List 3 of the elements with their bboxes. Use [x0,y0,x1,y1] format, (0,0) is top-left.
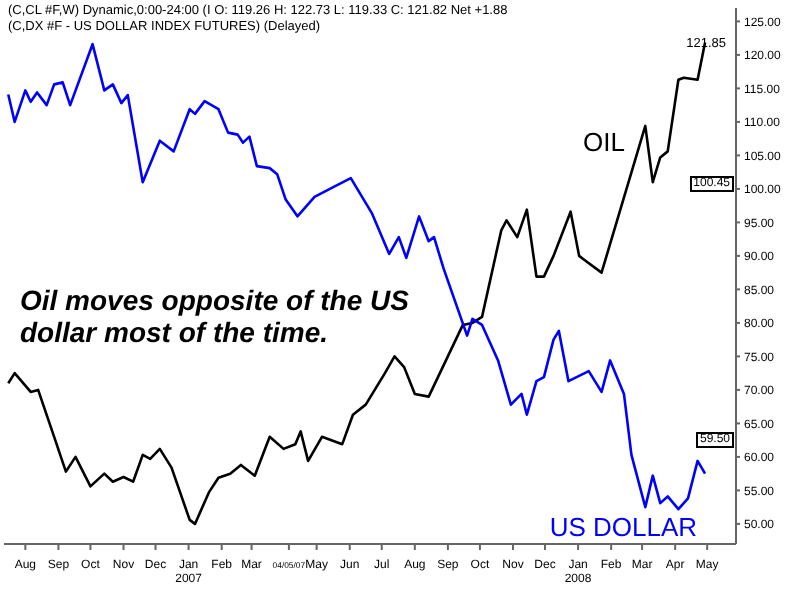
series-label: OIL [583,126,626,157]
annotation: Oil moves opposite of the US dollar most of the time. [20,284,411,348]
series-label: US DOLLAR [549,511,698,542]
